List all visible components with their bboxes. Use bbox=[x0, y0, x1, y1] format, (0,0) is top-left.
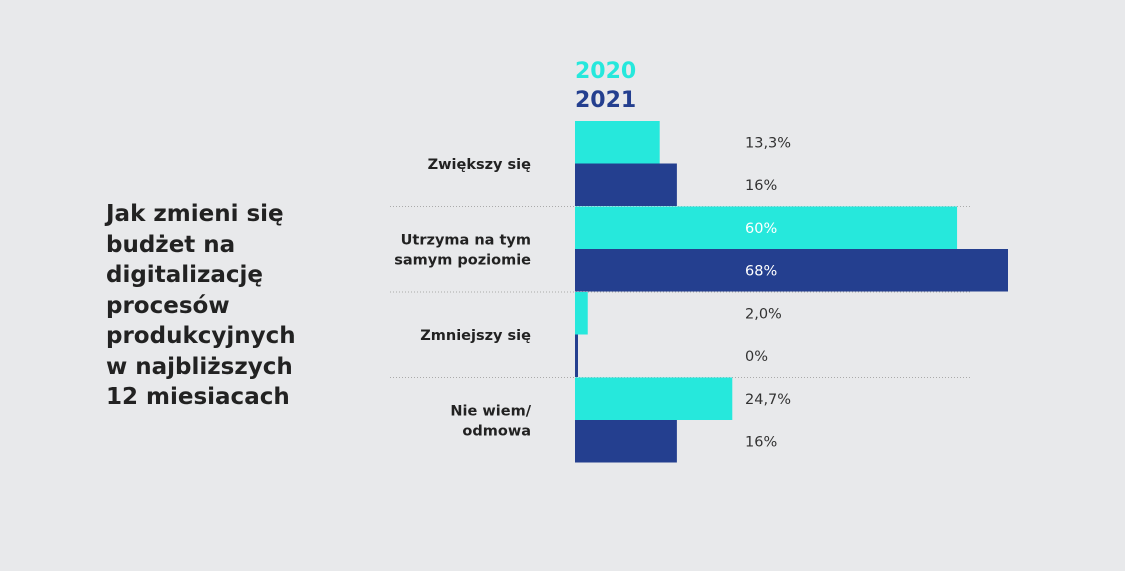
category-label: Utrzyma na tym samym poziomie bbox=[394, 232, 531, 268]
category-label-line: samym poziomie bbox=[394, 252, 531, 268]
bar-2020 bbox=[575, 292, 588, 335]
category-label: Nie wiem/odmowa bbox=[450, 403, 531, 439]
bar-2021 bbox=[575, 249, 1008, 292]
bar-2020 bbox=[575, 121, 660, 164]
value-label: 24,7% bbox=[745, 392, 791, 408]
value-label: 68% bbox=[745, 263, 777, 279]
bar-2021 bbox=[575, 334, 578, 377]
value-label: 0% bbox=[745, 349, 768, 365]
bar-2020 bbox=[575, 377, 733, 420]
question-line: w najbliższych bbox=[106, 353, 293, 380]
bar-2021 bbox=[575, 163, 677, 206]
question-line: produkcyjnych bbox=[106, 323, 296, 349]
category-label-line: Nie wiem/ bbox=[450, 403, 531, 419]
category-label-line: Zmniejszy się bbox=[420, 328, 531, 344]
category-label: Zwiększy się bbox=[428, 157, 532, 173]
value-label: 16% bbox=[745, 178, 777, 194]
category-label: Zmniejszy się bbox=[420, 328, 531, 344]
value-label: 2,0% bbox=[745, 306, 782, 322]
bar-2021 bbox=[575, 420, 677, 463]
legend-item-2021: 2021 bbox=[575, 88, 637, 113]
category-label-line: odmowa bbox=[462, 423, 531, 439]
bar-2020 bbox=[575, 206, 958, 249]
question-title: Jak zmieni się budżet na digitalizację p… bbox=[106, 199, 356, 413]
value-label: 16% bbox=[745, 434, 777, 450]
category-label-line: Utrzyma na tym bbox=[401, 232, 531, 248]
question-line: procesów bbox=[106, 292, 230, 319]
question-line: Jak zmieni się bbox=[106, 201, 284, 227]
value-label: 13,3% bbox=[745, 135, 791, 151]
question-line: budżet na bbox=[106, 231, 236, 258]
legend-item-2020: 2020 bbox=[575, 59, 637, 84]
question-line: digitalizację bbox=[106, 262, 264, 288]
question-line: 12 miesiacach bbox=[106, 384, 290, 410]
category-label-line: Zwiększy się bbox=[428, 157, 532, 173]
value-label: 60% bbox=[745, 221, 777, 237]
